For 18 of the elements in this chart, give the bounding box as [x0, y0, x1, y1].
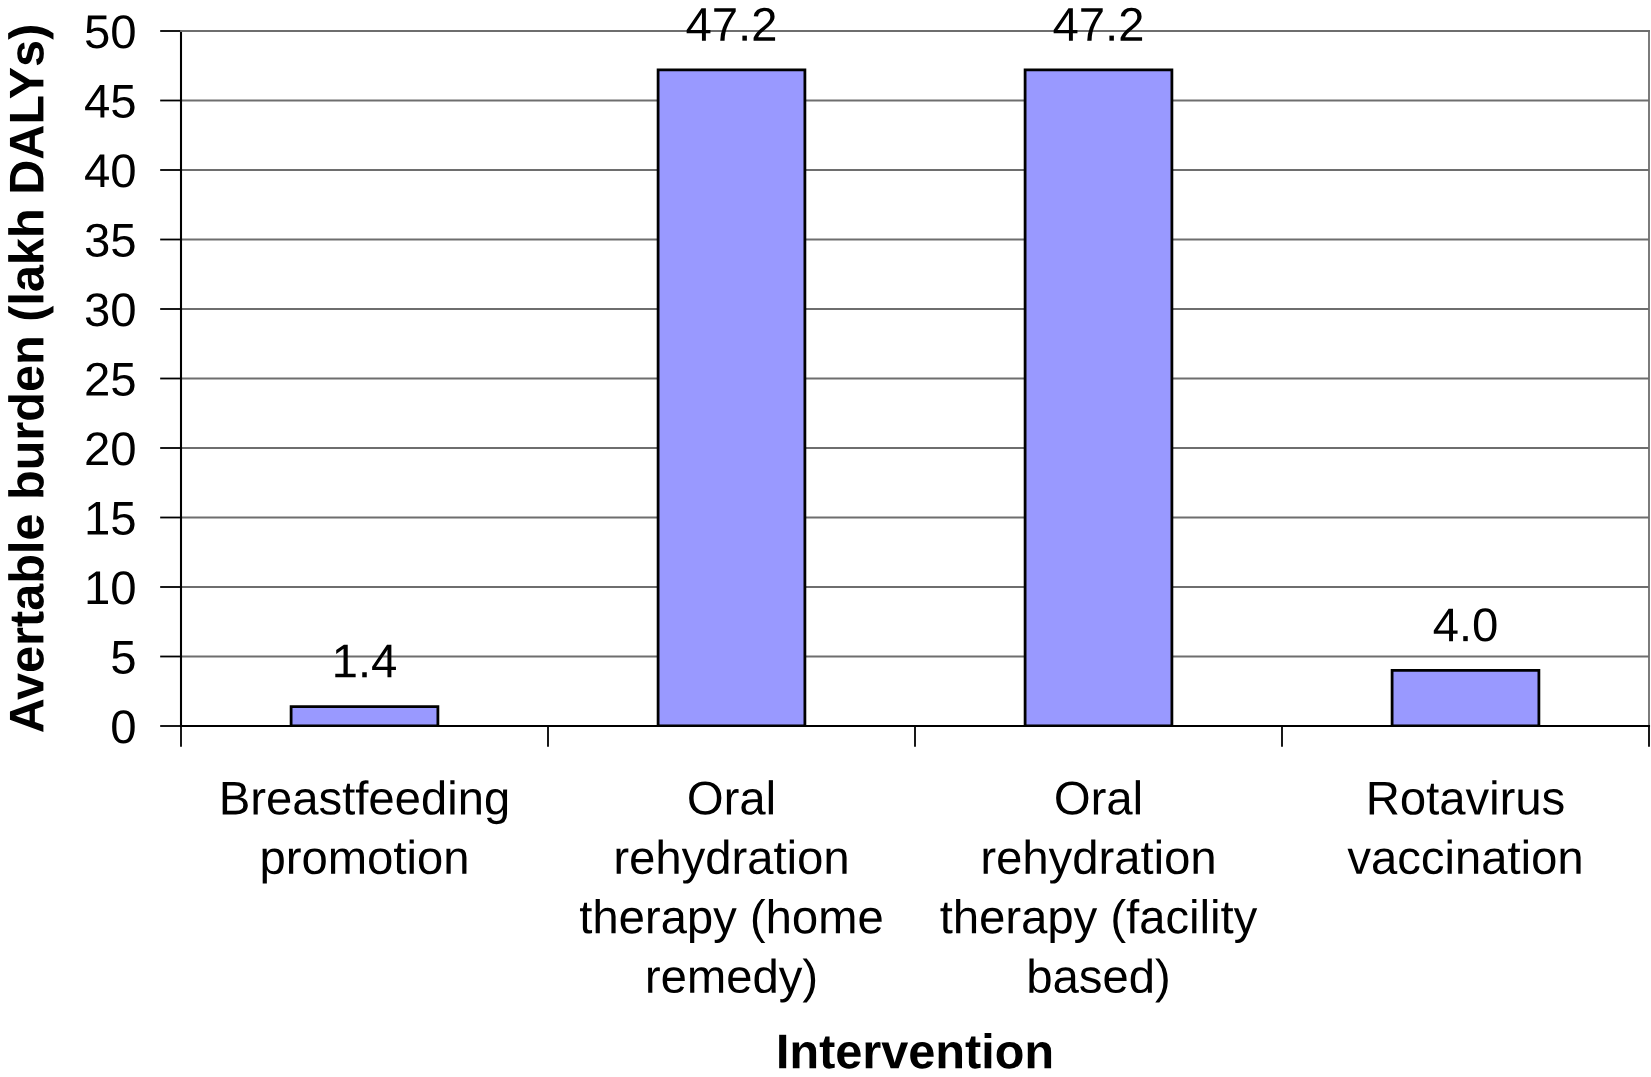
y-tick-label: 25: [86, 362, 135, 397]
y-tick-label: 0: [112, 710, 135, 744]
x-tick-label: Breastfeeding promotion: [222, 780, 508, 884]
y-tick-label: 50: [85, 15, 135, 49]
y-tick-label: 40: [85, 154, 135, 188]
y-tick-label: 20: [86, 432, 135, 466]
y-tick-label: 30: [85, 293, 135, 327]
x-tick-label: Rotavirus vaccination: [1347, 780, 1581, 875]
y-tick-label: 10: [87, 571, 135, 605]
y-tick-label: 45: [85, 85, 135, 119]
y-tick-label: 5: [112, 641, 135, 675]
x-tick-label: Oral rehydration therapy (home remedy): [579, 780, 882, 1003]
y-tick-label: 15: [87, 502, 135, 536]
y-tick-label: 35: [85, 223, 135, 258]
x-tick-label: Oral rehydration therapy (facility based): [940, 780, 1258, 1003]
x-axis-title: Intervention: [779, 1033, 1052, 1069]
data-label: 4.0: [1433, 608, 1497, 642]
y-axis-title: Avertable burden (lakh DALYs): [8, 26, 54, 733]
